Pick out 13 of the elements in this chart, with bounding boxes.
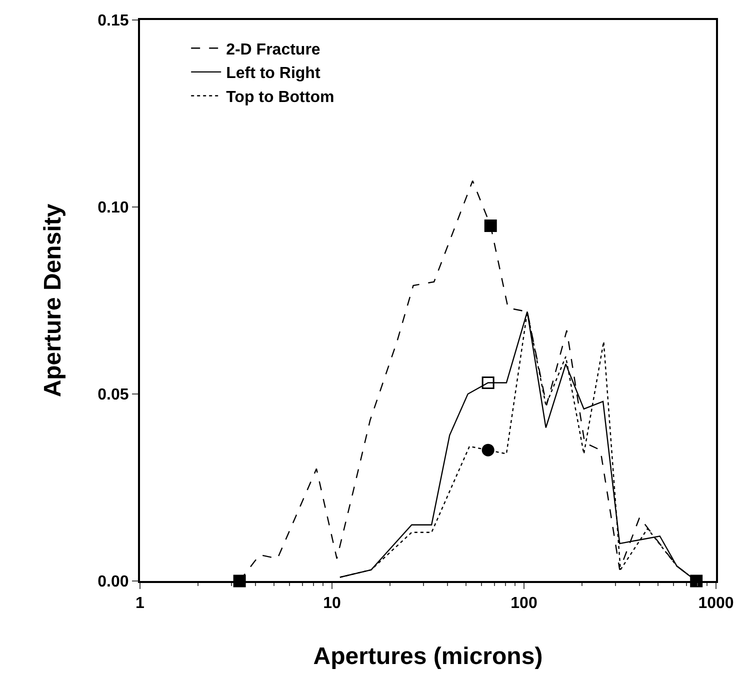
x-axis-title: Apertures (microns) bbox=[313, 643, 543, 670]
legend-label: Left to Right bbox=[226, 65, 321, 82]
legend-label: Top to Bottom bbox=[226, 88, 334, 106]
y-tick-label: 0.10 bbox=[98, 200, 129, 217]
x-tick-label: 10 bbox=[323, 595, 341, 612]
x-tick-label: 100 bbox=[510, 595, 538, 612]
y-axis-title: Aperture Density bbox=[39, 203, 66, 398]
x-tick-label: 1000 bbox=[698, 595, 734, 612]
x-tick-label: 1 bbox=[136, 595, 145, 612]
y-tick-label: 0.05 bbox=[98, 386, 129, 404]
legend-label: 2-D Fracture bbox=[226, 41, 320, 58]
y-tick-label: 0.00 bbox=[98, 574, 129, 591]
y-tick-label: 0.15 bbox=[98, 12, 129, 30]
